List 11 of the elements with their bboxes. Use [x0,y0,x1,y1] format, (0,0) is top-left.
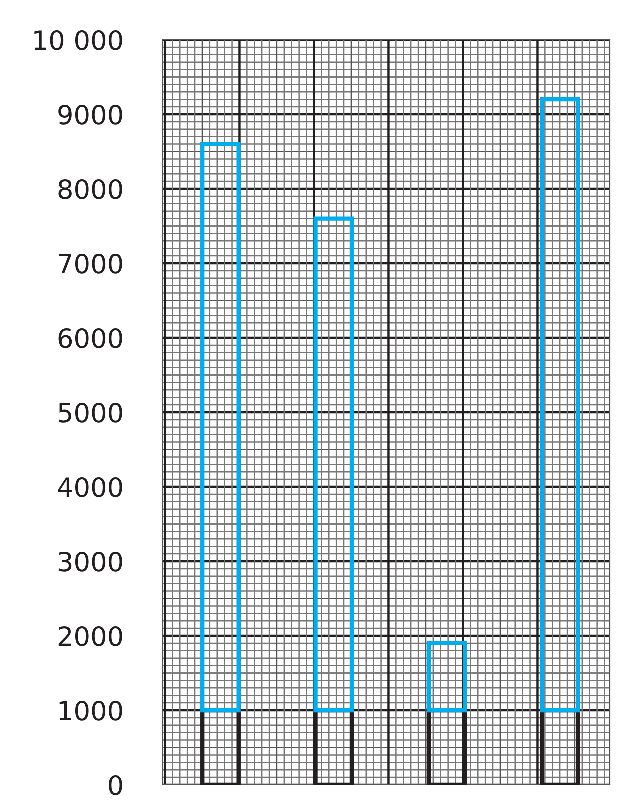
y-tick-label: 1000 [60,700,122,721]
y-tick-label: 10 000 [34,30,122,50]
y-tick-label: 6000 [58,328,122,348]
y-tick-label: 8000 [58,179,122,200]
y-tick-label: 7000 [59,254,122,274]
y-tick-label: 2000 [58,626,122,646]
y-tick-label: 3000 [58,552,122,572]
y-tick-label: 5000 [58,402,122,423]
y-tick-label: 4000 [58,477,122,498]
y-tick-label: 9000 [58,104,122,125]
y-tick-label: 0 [109,775,122,796]
